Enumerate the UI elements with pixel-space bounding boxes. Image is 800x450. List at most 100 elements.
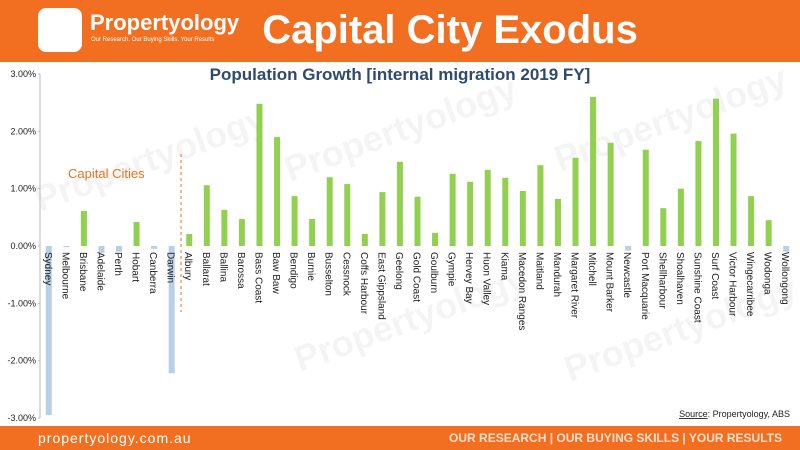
x-tick-label: Baw Baw bbox=[270, 252, 281, 294]
source: Source: Propertyology, ABS bbox=[679, 409, 790, 419]
x-tick-label: Macedon Ranges bbox=[516, 252, 527, 330]
x-tick-label: Shellharbour bbox=[656, 252, 667, 309]
x-tick-label: Margaret River bbox=[569, 252, 580, 319]
y-tick-label: -3.00% bbox=[7, 413, 36, 423]
bar bbox=[238, 219, 245, 246]
bar bbox=[98, 246, 105, 253]
bar bbox=[449, 173, 456, 246]
bar bbox=[432, 232, 439, 246]
y-tick-label: -2.00% bbox=[7, 356, 36, 366]
x-tick-label: Geelong bbox=[393, 252, 404, 290]
bar bbox=[590, 96, 597, 246]
x-tick-label: Mitchell bbox=[586, 252, 597, 286]
x-tick-label: Ballarat bbox=[200, 252, 211, 286]
x-tick-label: Gold Coast bbox=[411, 252, 422, 302]
bar bbox=[554, 198, 561, 246]
bar bbox=[256, 103, 263, 247]
x-tick-label: Goulburn bbox=[428, 252, 439, 293]
bar bbox=[361, 233, 368, 246]
x-tick-label: Maitland bbox=[533, 252, 544, 290]
bar bbox=[168, 246, 175, 374]
x-tick-label: Port Macquarie bbox=[639, 252, 650, 320]
bar bbox=[484, 169, 491, 246]
chart: PropertyologyPropertyologyPropertyologyP… bbox=[7, 62, 800, 423]
x-tick-label: Canberra bbox=[147, 252, 158, 294]
x-tick-label: Brisbane bbox=[77, 252, 88, 292]
x-tick-label: Victor Harbour bbox=[727, 252, 738, 317]
x-tick-label: Shoalhaven bbox=[674, 252, 685, 305]
annotation: Capital Cities bbox=[68, 166, 145, 181]
bar bbox=[712, 98, 719, 246]
x-tick-label: Sydney bbox=[42, 252, 53, 285]
x-tick-label: Mount Barker bbox=[604, 252, 615, 313]
x-tick-label: Coffs Harbour bbox=[358, 252, 369, 315]
y-tick-label: 0.00% bbox=[10, 241, 36, 251]
x-tick-label: Busselton bbox=[323, 252, 334, 296]
slide-title: Capital City Exodus bbox=[262, 8, 638, 52]
bar bbox=[502, 177, 509, 246]
x-tick-label: Huon Valley bbox=[481, 252, 492, 305]
x-tick-label: Newcastle bbox=[621, 252, 632, 299]
bar bbox=[133, 221, 140, 246]
footer: propertyology.com.au OUR RESEARCH | OUR … bbox=[0, 426, 800, 450]
bar bbox=[537, 165, 544, 246]
bar bbox=[309, 219, 316, 246]
x-tick-label: Cessnock bbox=[340, 252, 351, 297]
bar bbox=[274, 137, 281, 246]
bar bbox=[677, 188, 684, 246]
x-tick-label: Bass Coast bbox=[252, 252, 263, 303]
bar bbox=[730, 133, 737, 246]
bar bbox=[519, 190, 526, 246]
slogan: OUR RESEARCH | OUR BUYING SKILLS | YOUR … bbox=[449, 431, 782, 445]
logo-icon bbox=[38, 8, 82, 52]
bar bbox=[116, 246, 123, 252]
bar bbox=[80, 211, 87, 246]
bar bbox=[151, 246, 158, 249]
bar bbox=[660, 208, 667, 246]
x-tick-label: Wodonga bbox=[762, 252, 773, 295]
y-tick-label: 2.00% bbox=[10, 126, 36, 136]
bar bbox=[748, 196, 755, 246]
x-tick-label: Sunshine Coast bbox=[691, 252, 702, 323]
bar bbox=[291, 196, 298, 246]
x-tick-label: Kiama bbox=[498, 252, 509, 281]
y-tick-label: 3.00% bbox=[10, 69, 36, 79]
x-tick-label: Albury bbox=[182, 252, 193, 280]
chart-title: Population Growth [internal migration 20… bbox=[210, 65, 591, 84]
bar bbox=[63, 246, 70, 248]
x-tick-label: Surf Coast bbox=[709, 252, 720, 299]
x-tick-label: Darwin bbox=[165, 252, 176, 283]
logo-tagline: Our Research. Our Buying Skills. Your Re… bbox=[91, 37, 215, 43]
bar bbox=[695, 141, 702, 246]
x-tick-label: Barossa bbox=[235, 252, 246, 289]
bar bbox=[45, 246, 52, 416]
bar bbox=[344, 184, 351, 246]
x-tick-label: Burnie bbox=[305, 252, 316, 281]
bar bbox=[625, 246, 632, 251]
bar bbox=[607, 142, 614, 246]
bar bbox=[221, 209, 228, 246]
x-tick-label: Hobart bbox=[130, 252, 141, 282]
x-tick-label: Perth bbox=[112, 252, 123, 276]
logo-name: Propertyology bbox=[90, 10, 240, 35]
x-tick-label: Wingecarribee bbox=[744, 252, 755, 317]
bar bbox=[186, 233, 193, 246]
bar bbox=[783, 246, 790, 252]
x-tick-label: Mandurah bbox=[551, 252, 562, 297]
header: Propertyology Our Research. Our Buying S… bbox=[0, 0, 800, 62]
bar bbox=[414, 196, 421, 246]
source-label: Source bbox=[679, 409, 708, 419]
x-tick-label: Hervey Bay bbox=[463, 252, 474, 304]
watermark: Propertyology bbox=[29, 98, 272, 220]
website: propertyology.com.au bbox=[38, 430, 192, 446]
x-tick-label: Bendigo bbox=[288, 252, 299, 289]
bar bbox=[572, 157, 579, 246]
x-tick-label: East Gippsland bbox=[375, 252, 386, 320]
y-tick-label: 1.00% bbox=[10, 184, 36, 194]
bar bbox=[765, 220, 772, 246]
x-tick-label: Adelaide bbox=[94, 252, 105, 291]
y-tick-label: -1.00% bbox=[7, 298, 36, 308]
bar bbox=[326, 177, 333, 246]
x-tick-label: Wollongong bbox=[779, 252, 790, 305]
